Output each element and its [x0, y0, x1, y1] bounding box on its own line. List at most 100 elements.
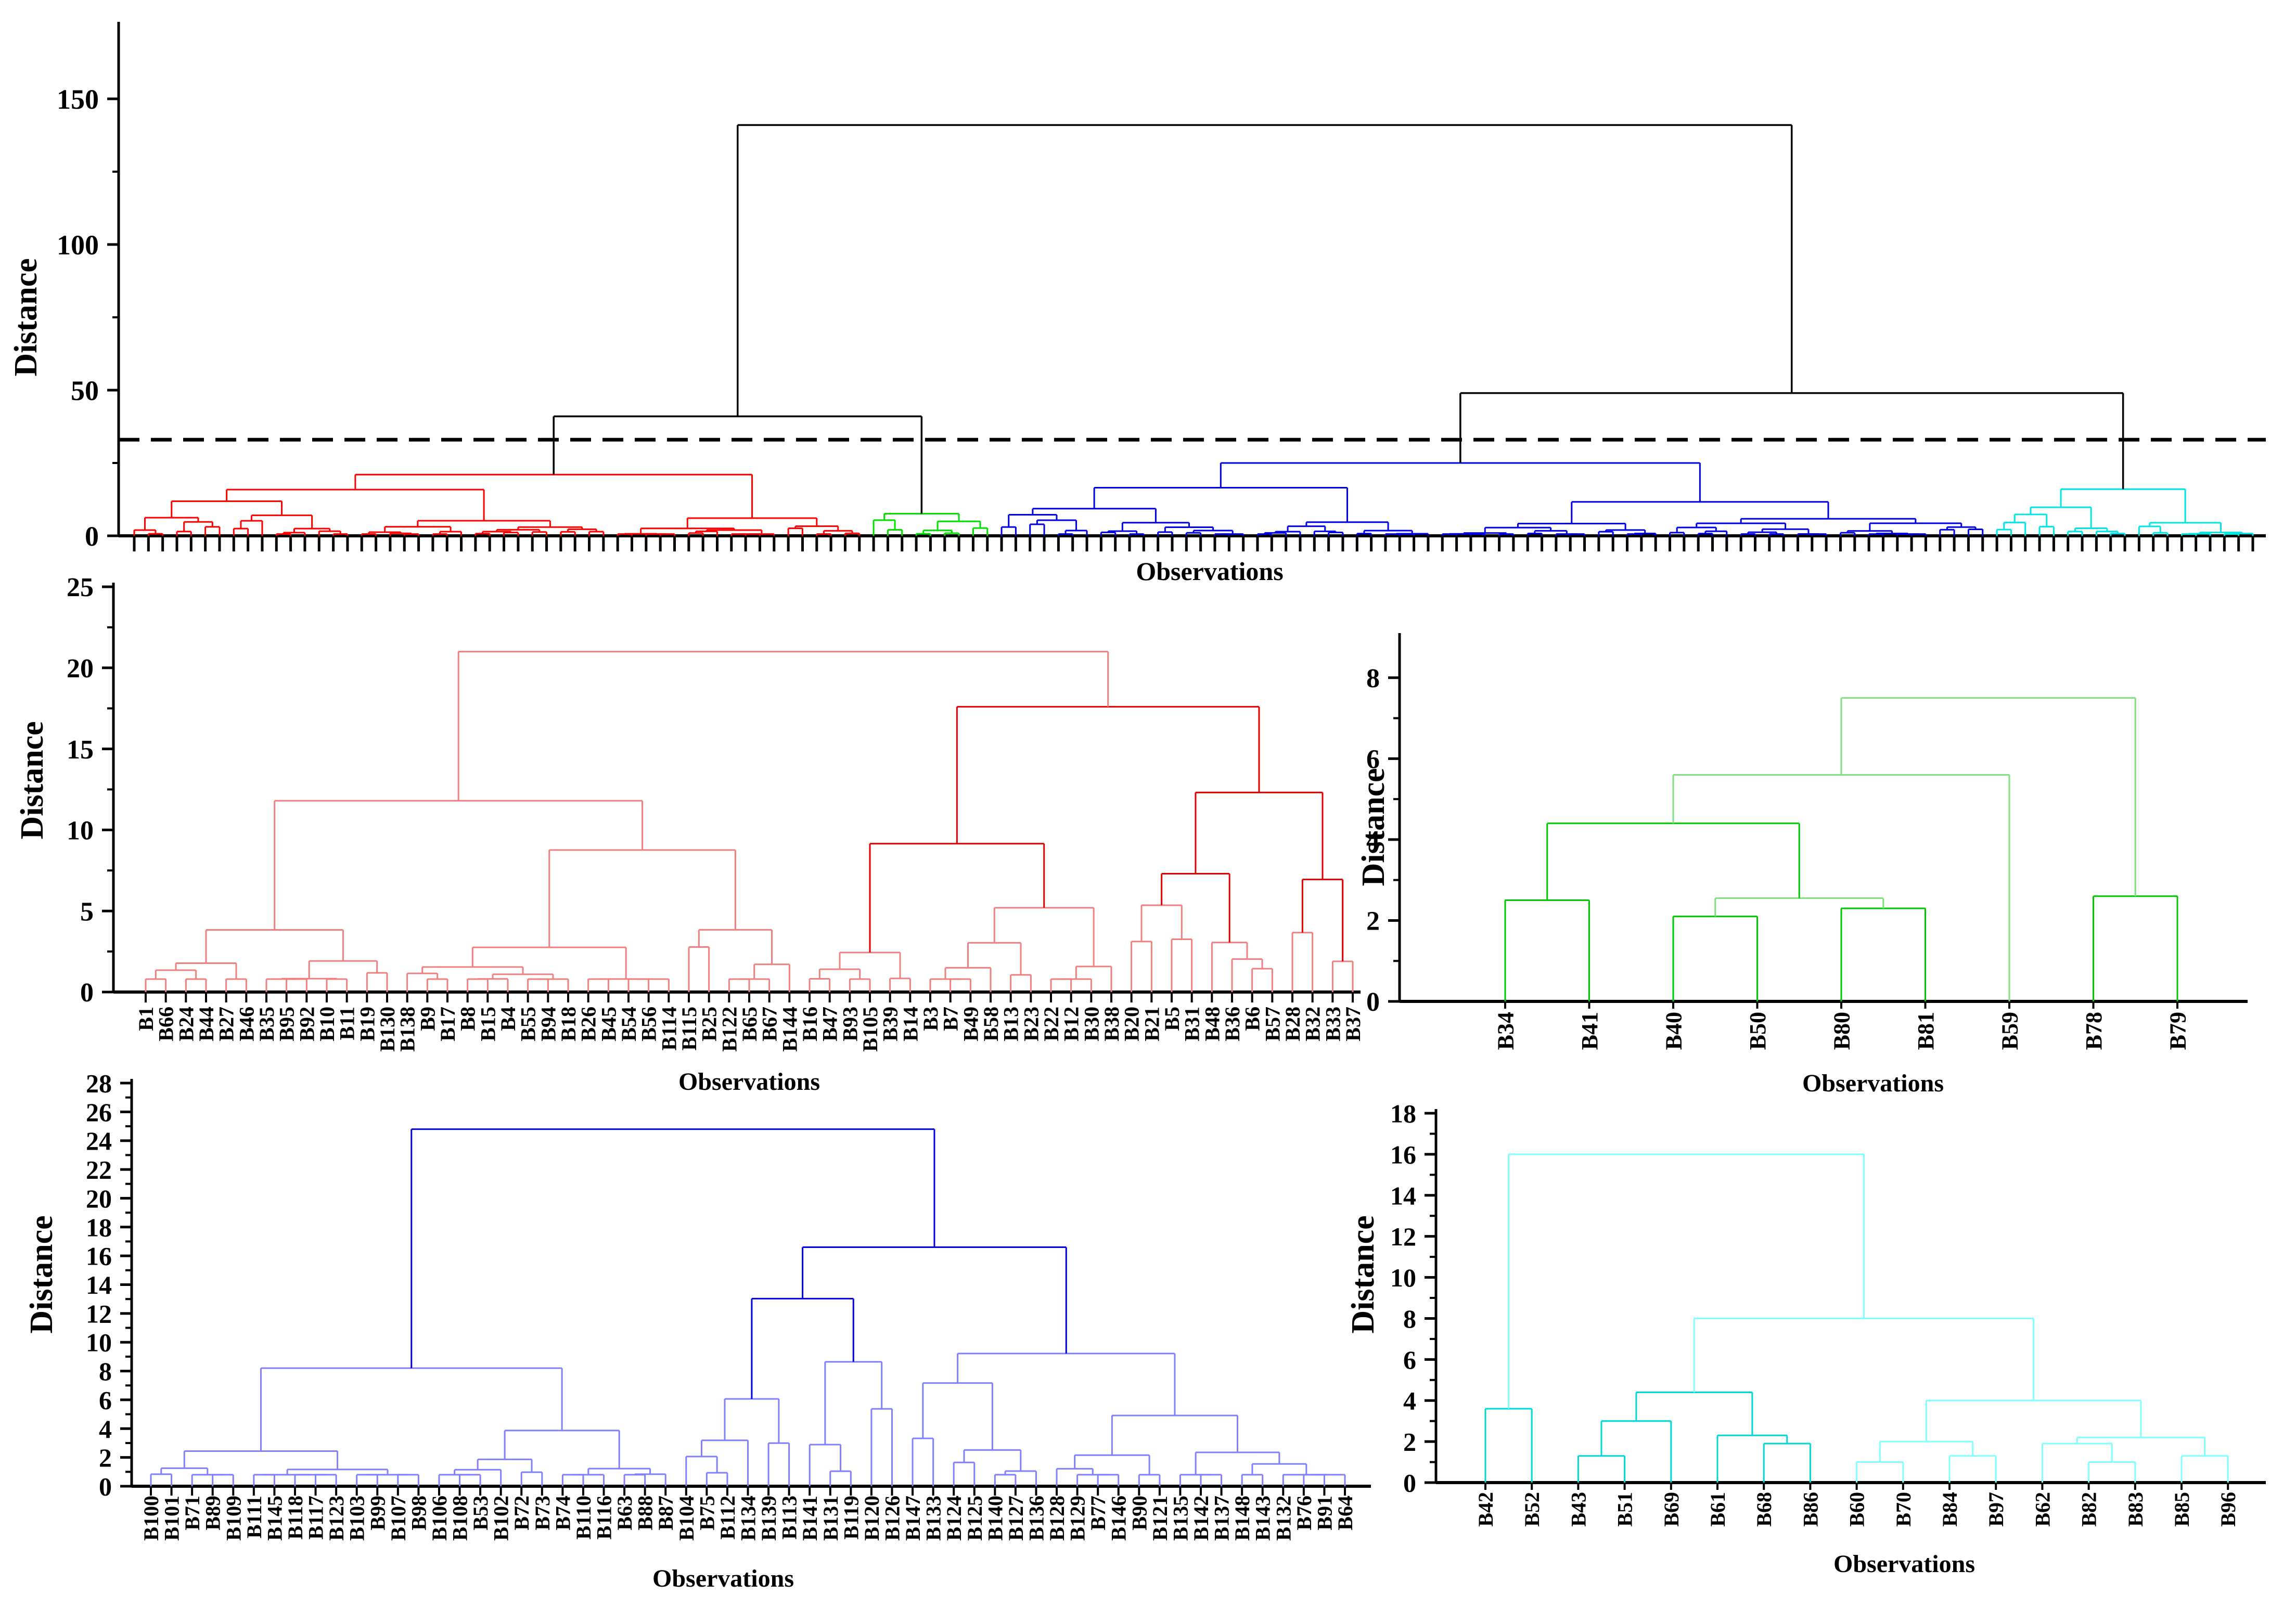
leaf-label: B85 — [2170, 1492, 2194, 1527]
leaf-label: B56 — [637, 1007, 661, 1041]
leaf-label: B132 — [1272, 1496, 1295, 1541]
leaf-label: B26 — [577, 1007, 600, 1041]
y-tick-label: 12 — [1390, 1222, 1416, 1251]
y-tick-label: 18 — [86, 1213, 112, 1242]
y-tick-label: 0 — [80, 978, 94, 1008]
leaf-label: B137 — [1210, 1496, 1234, 1541]
y-tick-label: 0 — [1366, 987, 1380, 1017]
leaf-label: B46 — [235, 1007, 258, 1041]
leaf-label: B84 — [1938, 1492, 1961, 1527]
y-tick-label: 8 — [1366, 664, 1380, 693]
leaf-label: B114 — [657, 1007, 681, 1050]
leaf-label: B123 — [325, 1496, 348, 1541]
leaf-label: B143 — [1251, 1496, 1275, 1541]
leaf-label: B121 — [1148, 1496, 1172, 1541]
y-tick-label: 10 — [1390, 1263, 1416, 1292]
cluster-1 — [133, 473, 861, 536]
leaf-label: B79 — [2165, 1012, 2190, 1050]
leaf-label: B144 — [778, 1007, 801, 1052]
leaf-label: B99 — [366, 1496, 389, 1530]
leaf-label: B138 — [396, 1007, 419, 1052]
y-tick-label: 6 — [1403, 1345, 1416, 1374]
leaf-label: B90 — [1127, 1496, 1151, 1530]
leaf-label: B40 — [1661, 1012, 1686, 1050]
leaf-label: B135 — [1169, 1496, 1192, 1541]
leaf-label: B125 — [963, 1496, 986, 1541]
y-tick-label: 8 — [1403, 1304, 1416, 1333]
x-axis-title: Observations — [1833, 1550, 1975, 1578]
leaf-label: B70 — [1892, 1492, 1915, 1527]
cluster-4 — [1996, 488, 2254, 536]
y-tick-label: 22 — [86, 1155, 112, 1185]
leaf-label: B38 — [1100, 1007, 1123, 1041]
leaf-label: B65 — [738, 1007, 761, 1041]
leaf-label: B95 — [275, 1007, 299, 1041]
leaf-label: B39 — [879, 1007, 902, 1041]
y-tick-label: 10 — [86, 1328, 112, 1357]
leaf-label: B120 — [860, 1496, 883, 1541]
panel-red-cluster-dendrogram: 0510152025DistanceB1B66B24B44B27B46B35B9… — [15, 573, 1365, 1096]
y-tick-label: 26 — [86, 1098, 112, 1127]
leaf-label: B23 — [1019, 1007, 1043, 1041]
x-axis-title: Observations — [652, 1565, 794, 1592]
leaf-label: B93 — [838, 1007, 862, 1041]
y-tick-label: 4 — [1403, 1386, 1416, 1415]
leaf-label: B9 — [416, 1007, 439, 1031]
leaf-label: B97 — [1984, 1492, 2008, 1527]
leaf-label: B58 — [979, 1007, 1003, 1041]
leaf-label: B77 — [1086, 1496, 1110, 1530]
leaf-label: B16 — [798, 1007, 822, 1041]
leaf-label: B10 — [315, 1007, 339, 1041]
leaf-label: B83 — [2124, 1492, 2147, 1527]
leaf-label: B105 — [858, 1007, 882, 1052]
leaf-label: B27 — [215, 1007, 238, 1041]
leaf-label: B48 — [1200, 1007, 1224, 1041]
leaf-label: B43 — [1567, 1492, 1590, 1527]
leaf-label: B62 — [2031, 1492, 2054, 1527]
leaf-label: B134 — [737, 1496, 760, 1541]
leaf-label: B44 — [195, 1007, 218, 1041]
y-tick-label: 14 — [86, 1270, 112, 1299]
leaf-label: B145 — [263, 1496, 286, 1541]
leaf-label: B45 — [597, 1007, 620, 1041]
leaf-label: B75 — [695, 1496, 719, 1530]
y-tick-label: 6 — [1366, 745, 1380, 775]
leaf-label: B113 — [778, 1496, 801, 1539]
leaf-label: B126 — [880, 1496, 904, 1541]
leaf-label: B76 — [1292, 1496, 1316, 1530]
y-tick-label: 0 — [99, 1472, 112, 1501]
leaf-label: B69 — [1660, 1492, 1683, 1527]
leaf-label: B28 — [1281, 1007, 1304, 1041]
leaf-label: B127 — [1004, 1496, 1028, 1541]
leaf-label: B80 — [1829, 1012, 1854, 1050]
leaf-label: B3 — [919, 1007, 942, 1031]
y-axis-title: Distance — [15, 721, 50, 839]
leaf-label: B51 — [1613, 1492, 1637, 1527]
leaf-label: B100 — [139, 1496, 163, 1541]
leaf-label: B82 — [2077, 1492, 2101, 1527]
leaf-label: B129 — [1066, 1496, 1089, 1541]
y-tick-label: 25 — [67, 573, 94, 602]
leaf-label: B25 — [698, 1007, 721, 1041]
leaf-label: B33 — [1321, 1007, 1344, 1041]
leaf-label: B21 — [1140, 1007, 1163, 1041]
leaf-label: B89 — [201, 1496, 225, 1530]
leaf-label: B72 — [510, 1496, 533, 1530]
leaf-label: B124 — [942, 1496, 966, 1541]
leaf-label: B110 — [572, 1496, 595, 1539]
leaf-label: B52 — [1520, 1492, 1544, 1527]
x-axis-title: Observations — [678, 1068, 820, 1096]
leaf-label: B41 — [1577, 1012, 1602, 1050]
subtree-right — [685, 1246, 1346, 1486]
leaf-label: B108 — [448, 1496, 472, 1541]
subtree-right — [809, 706, 1354, 992]
y-tick-label: 5 — [80, 897, 94, 926]
leaf-label: B49 — [959, 1007, 982, 1041]
y-tick-label: 10 — [67, 816, 94, 846]
panel-green-cluster-dendrogram: 0 2 4 6 8 Distance B34 B41 B40 B50 B80 B81 B59 B78 B79… — [1356, 633, 2248, 1097]
leaf-label: B13 — [999, 1007, 1023, 1041]
leaf-label: B66 — [155, 1007, 178, 1041]
leaf-label: B107 — [387, 1496, 410, 1541]
y-tick-label: 50 — [71, 375, 99, 406]
